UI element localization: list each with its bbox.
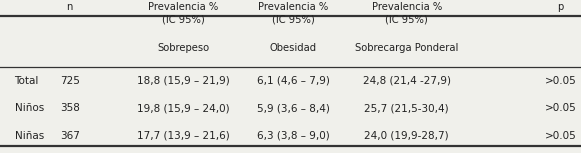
Text: Prevalencia %
(IC 95%): Prevalencia % (IC 95%) [372, 2, 442, 25]
Text: Prevalencia %
(IC 95%): Prevalencia % (IC 95%) [148, 2, 218, 25]
Text: 6,1 (4,6 – 7,9): 6,1 (4,6 – 7,9) [257, 76, 330, 86]
Text: 24,0 (19,9-28,7): 24,0 (19,9-28,7) [364, 131, 449, 141]
Text: 367: 367 [60, 131, 80, 141]
Text: >0.05: >0.05 [545, 131, 576, 141]
Text: Obesidad: Obesidad [270, 43, 317, 53]
Text: n: n [67, 2, 73, 12]
Text: 5,9 (3,6 – 8,4): 5,9 (3,6 – 8,4) [257, 103, 330, 113]
Text: Total: Total [15, 76, 39, 86]
Text: >0.05: >0.05 [545, 76, 576, 86]
Text: 725: 725 [60, 76, 80, 86]
Text: 17,7 (13,9 – 21,6): 17,7 (13,9 – 21,6) [137, 131, 229, 141]
Text: Niñas: Niñas [15, 131, 44, 141]
Text: Prevalencia %
(IC 95%): Prevalencia % (IC 95%) [259, 2, 328, 25]
Text: Sobrepeso: Sobrepeso [157, 43, 209, 53]
Text: >0.05: >0.05 [545, 103, 576, 113]
Text: 19,8 (15,9 – 24,0): 19,8 (15,9 – 24,0) [137, 103, 229, 113]
Text: 358: 358 [60, 103, 80, 113]
Text: 24,8 (21,4 -27,9): 24,8 (21,4 -27,9) [363, 76, 451, 86]
Text: 18,8 (15,9 – 21,9): 18,8 (15,9 – 21,9) [137, 76, 229, 86]
Text: p: p [558, 2, 564, 12]
Text: 25,7 (21,5-30,4): 25,7 (21,5-30,4) [364, 103, 449, 113]
Text: 6,3 (3,8 – 9,0): 6,3 (3,8 – 9,0) [257, 131, 330, 141]
Text: Sobrecarga Ponderal: Sobrecarga Ponderal [355, 43, 458, 53]
Text: Niños: Niños [15, 103, 44, 113]
